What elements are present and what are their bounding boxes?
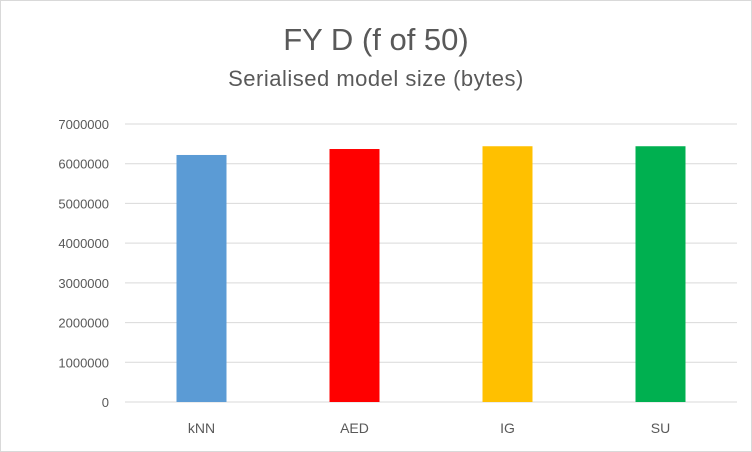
y-tick-label: 6000000	[58, 157, 109, 172]
y-tick-label: 7000000	[58, 117, 109, 132]
y-tick-label: 3000000	[58, 276, 109, 291]
y-tick-label: 4000000	[58, 236, 109, 251]
bar-su	[635, 146, 686, 402]
x-category-label: IG	[500, 420, 515, 436]
bar-aed	[329, 149, 380, 402]
y-tick-label: 0	[102, 395, 109, 410]
bars	[176, 146, 686, 402]
y-tick-label: 1000000	[58, 355, 109, 370]
x-category-label: AED	[340, 420, 369, 436]
x-axis-categories: kNN AED IG SU	[188, 420, 670, 436]
gridlines	[125, 123, 737, 403]
chart-title: FY D (f of 50)	[283, 22, 469, 57]
x-category-label: SU	[651, 420, 670, 436]
y-tick-label: 2000000	[58, 316, 109, 331]
chart-subtitle: Serialised model size (bytes)	[228, 66, 524, 91]
bar-knn	[176, 154, 227, 402]
bar-ig	[482, 146, 533, 402]
y-axis-ticks: 0 1000000 2000000 3000000 4000000 5000000 6000…	[58, 117, 109, 410]
x-category-label: kNN	[188, 420, 215, 436]
y-tick-label: 5000000	[58, 196, 109, 211]
